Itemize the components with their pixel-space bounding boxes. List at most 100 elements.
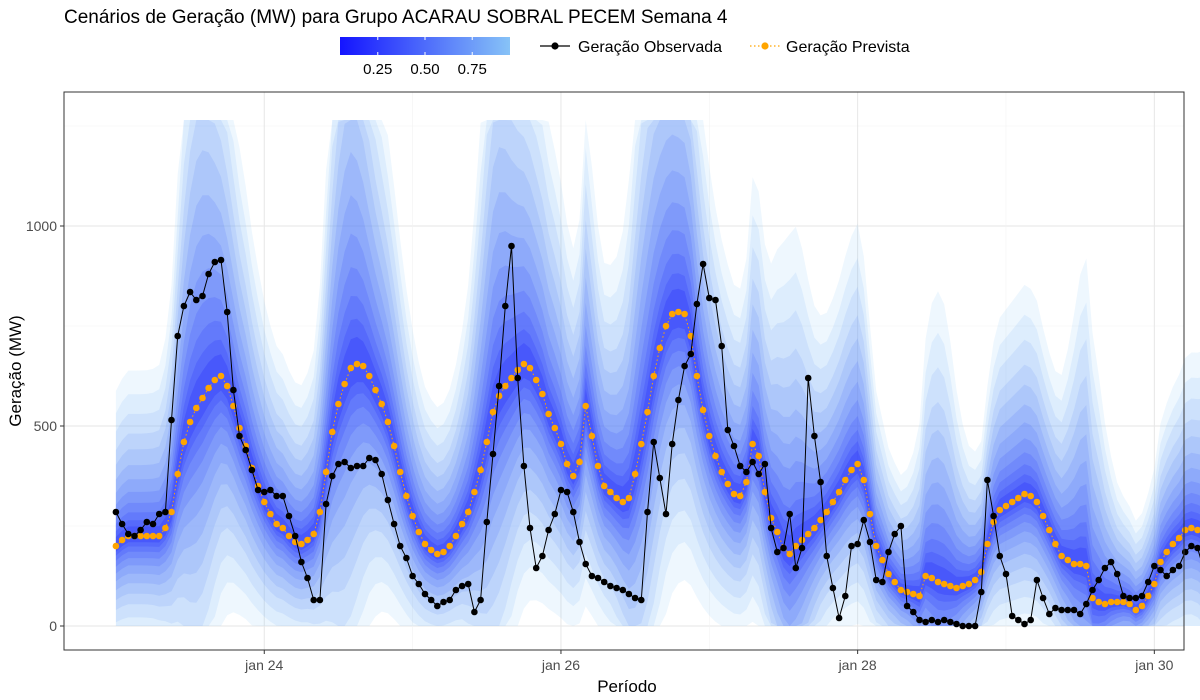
observed-point xyxy=(619,586,627,594)
observed-point xyxy=(155,510,163,518)
observed-point xyxy=(1033,576,1041,584)
observed-point xyxy=(217,256,225,264)
observed-point xyxy=(786,510,793,518)
forecast-point xyxy=(1033,498,1041,506)
forecast-point xyxy=(1113,598,1121,606)
forecast-point xyxy=(1181,526,1189,534)
colorbar-ticks: 0.25 0.50 0.75 xyxy=(363,37,487,78)
observed-point xyxy=(607,582,614,590)
forecast-point xyxy=(607,488,614,496)
forecast-point xyxy=(712,452,719,460)
forecast-point xyxy=(415,528,423,536)
observed-point xyxy=(390,520,398,528)
observed-point xyxy=(396,542,404,550)
forecast-point xyxy=(1027,492,1034,500)
observed-point xyxy=(545,526,552,534)
forecast-point xyxy=(576,458,583,466)
observed-point xyxy=(341,458,348,466)
observed-point xyxy=(427,596,435,604)
observed-point xyxy=(687,350,695,358)
observed-point xyxy=(458,582,466,590)
observed-point xyxy=(662,510,670,518)
observed-point xyxy=(631,594,639,602)
forecast-point xyxy=(570,472,577,480)
observed-point xyxy=(174,332,181,340)
forecast-point xyxy=(910,590,917,598)
observed-point xyxy=(1039,594,1047,602)
forecast-point xyxy=(916,592,923,600)
observed-point xyxy=(965,622,973,630)
observed-point xyxy=(415,580,423,588)
forecast-point xyxy=(854,460,861,468)
observed-point xyxy=(1052,604,1059,612)
observed-point xyxy=(254,486,262,494)
observed-point xyxy=(304,574,311,582)
observed-point xyxy=(471,608,478,616)
observed-point xyxy=(1132,594,1140,602)
scenario-band xyxy=(115,134,1200,626)
observed-point xyxy=(576,538,583,546)
forecast-point xyxy=(903,588,911,596)
observed-point xyxy=(699,260,707,268)
observed-point xyxy=(1083,600,1090,608)
forecast-point xyxy=(1175,534,1183,542)
forecast-point xyxy=(706,432,713,440)
forecast-point xyxy=(539,390,546,398)
observed-point xyxy=(1027,616,1034,624)
observed-point xyxy=(168,416,175,424)
forecast-point xyxy=(947,582,954,590)
observed-point xyxy=(1021,620,1028,628)
forecast-point xyxy=(341,380,348,388)
forecast-point xyxy=(718,468,725,476)
forecast-point xyxy=(1120,598,1127,606)
forecast-point xyxy=(112,542,120,550)
observed-point xyxy=(335,460,342,468)
forecast-point xyxy=(162,524,169,532)
chart-title: Cenários de Geração (MW) para Grupo ACAR… xyxy=(64,7,728,28)
observed-point xyxy=(149,520,157,528)
forecast-point xyxy=(329,428,336,436)
observed-point xyxy=(940,616,948,624)
observed-point xyxy=(452,586,460,594)
observed-point xyxy=(675,396,682,404)
observed-point xyxy=(978,588,985,596)
forecast-point xyxy=(452,532,460,540)
forecast-point xyxy=(261,498,268,506)
observed-point xyxy=(1169,566,1177,574)
observed-point xyxy=(600,578,608,586)
axes: 0 500 1000 jan 24 jan 26 jan 28 jan 30 xyxy=(26,218,1174,673)
forecast-point xyxy=(879,556,886,564)
observed-point xyxy=(829,584,837,592)
observed-point xyxy=(749,458,756,466)
observed-point xyxy=(112,508,120,516)
forecast-point xyxy=(236,424,243,432)
forecast-point xyxy=(1144,592,1152,600)
observed-point xyxy=(990,512,997,520)
forecast-point xyxy=(786,550,793,558)
observed-point xyxy=(681,362,688,370)
forecast-point xyxy=(1064,556,1072,564)
observed-point xyxy=(625,590,633,598)
observed-point xyxy=(298,558,305,566)
forecast-point xyxy=(502,382,509,390)
observed-point xyxy=(928,616,936,624)
forecast-point xyxy=(984,540,991,548)
forecast-point xyxy=(891,578,898,586)
observed-line xyxy=(115,245,1200,627)
observed-point xyxy=(421,590,429,598)
observed-point xyxy=(508,242,515,250)
observed-point xyxy=(885,548,892,556)
forecast-point xyxy=(990,518,997,526)
forecast-point xyxy=(409,512,416,520)
grid xyxy=(64,92,1184,650)
observed-point xyxy=(1070,606,1078,614)
observed-point xyxy=(866,538,874,546)
forecast-point xyxy=(403,492,410,500)
forecast-point xyxy=(823,508,830,516)
forecast-point xyxy=(366,372,373,380)
observed-point xyxy=(1113,570,1121,578)
observed-point xyxy=(835,614,843,622)
observed-point xyxy=(353,462,361,470)
forecast-point xyxy=(359,362,367,370)
x-tick-label: jan 30 xyxy=(1134,657,1173,673)
